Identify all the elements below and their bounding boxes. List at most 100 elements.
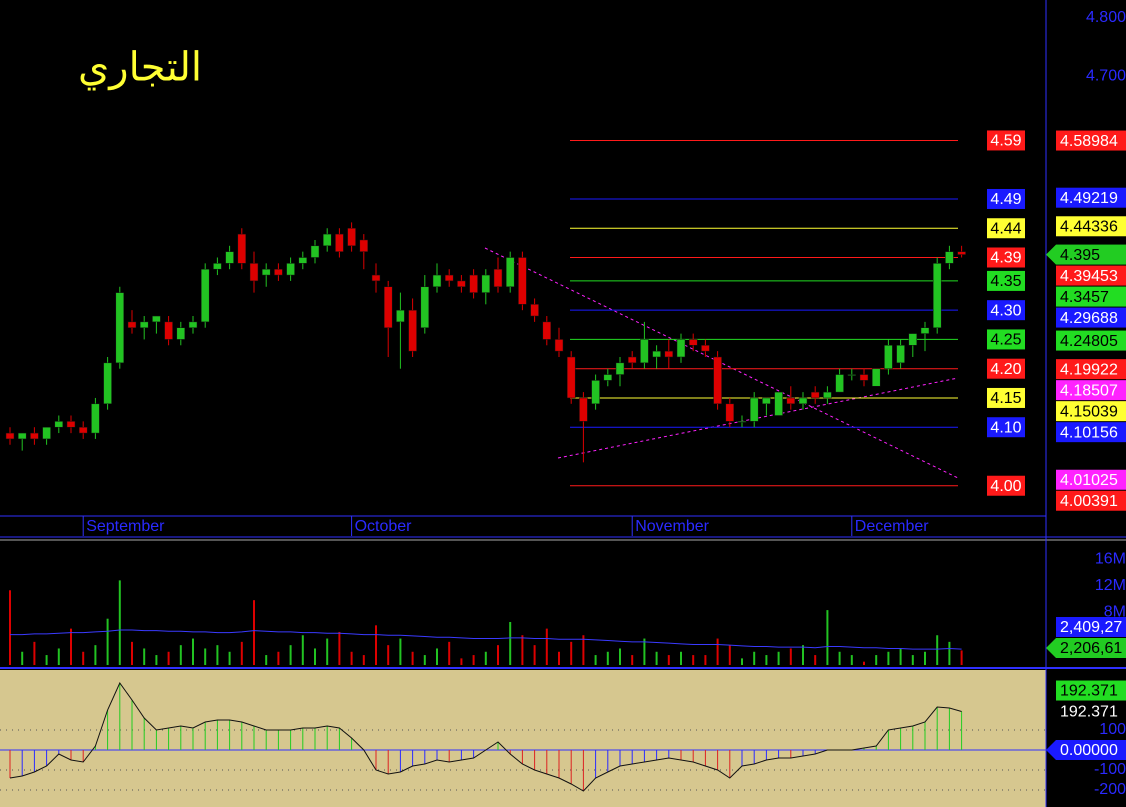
candle-body <box>115 292 125 364</box>
candle-body <box>884 345 893 369</box>
candle-body <box>54 421 64 428</box>
level-label-box <box>987 475 1025 496</box>
level-label: 4.44 <box>990 220 1021 237</box>
candle-body <box>481 274 491 293</box>
candle-body <box>371 274 381 282</box>
y-tick-label: 16M <box>1095 550 1126 567</box>
candle-body <box>810 391 820 399</box>
candle-body <box>261 268 271 276</box>
candle-body <box>42 426 51 440</box>
y-tick-label: 4.700 <box>1086 67 1126 84</box>
candle-body <box>701 345 710 352</box>
price-tag-box <box>1056 286 1126 307</box>
price-tag-label: 4.44336 <box>1060 218 1118 235</box>
y-tick-label: -100 <box>1094 761 1126 778</box>
candle-body <box>274 268 283 276</box>
candle-body <box>835 374 844 393</box>
level-label: 4.15 <box>990 390 1021 407</box>
level-label-box <box>987 247 1025 268</box>
x-tick-label: November <box>635 518 709 535</box>
candle-body <box>103 362 112 405</box>
candle-body <box>200 268 210 323</box>
candle-body <box>188 321 198 328</box>
candle-body <box>383 286 393 328</box>
price-tag-box <box>1056 265 1126 286</box>
candle-body <box>762 397 771 405</box>
price-tag-box <box>1056 490 1126 511</box>
price-tag-label: 4.49219 <box>1060 190 1118 207</box>
candle-body <box>30 432 39 440</box>
candle-body <box>420 286 430 328</box>
candle-body <box>542 321 552 340</box>
trend-line <box>484 247 959 479</box>
price-tag-label: 2,409,27 <box>1060 619 1122 636</box>
price-tag-box <box>1056 187 1126 208</box>
candle-body <box>298 257 308 264</box>
y-tick-label: 100 <box>1099 721 1126 738</box>
price-tag-pointer <box>1046 740 1056 760</box>
y-tick-label: -200 <box>1094 781 1126 798</box>
candle-body <box>823 391 832 399</box>
price-tag-label: 192.371 <box>1060 704 1118 721</box>
candle-body <box>786 397 796 405</box>
level-label: 4.10 <box>990 419 1021 436</box>
price-tag-pointer <box>1046 638 1056 658</box>
candle-body <box>493 268 503 288</box>
candle-body <box>945 251 954 264</box>
price-tag-label: 4.3457 <box>1060 289 1109 306</box>
candle-body <box>627 356 637 364</box>
level-label-box <box>987 358 1025 379</box>
candle-body <box>847 374 857 376</box>
price-tag-box <box>1056 359 1126 380</box>
candle-body <box>66 421 76 428</box>
candle-body <box>396 309 405 323</box>
candle-body <box>408 309 417 352</box>
candle-body <box>457 280 466 288</box>
candle-body <box>152 315 161 323</box>
candle-body <box>579 397 588 422</box>
level-label: 4.39 <box>990 250 1021 267</box>
candle-body <box>725 403 735 422</box>
candle-body <box>920 327 930 334</box>
candle-body <box>310 245 320 258</box>
level-label: 4.20 <box>990 361 1021 378</box>
candle-body <box>908 333 918 346</box>
candle-body <box>176 327 186 340</box>
price-tag-label: 4.10156 <box>1060 424 1118 441</box>
candle-body <box>225 251 234 264</box>
candle-body <box>91 403 100 434</box>
candle-body <box>859 374 869 381</box>
level-label: 4.30 <box>990 302 1021 319</box>
price-tag-box <box>1056 216 1126 237</box>
y-tick-label: 12M <box>1095 577 1126 594</box>
candle-body <box>5 432 15 440</box>
candle-body <box>286 263 295 276</box>
oscillator-background <box>0 670 1046 807</box>
x-tick-label: September <box>86 518 165 535</box>
candle-body <box>713 356 722 405</box>
price-tag-label: 4.01025 <box>1060 472 1118 489</box>
candle-body <box>505 257 515 288</box>
price-tag-box <box>1056 469 1126 490</box>
candle-body <box>164 321 173 340</box>
candle-body <box>17 432 27 440</box>
candle-body <box>664 350 674 358</box>
candle-body <box>737 421 747 423</box>
candle-body <box>603 374 613 381</box>
price-tag-label: 4.29688 <box>1060 310 1118 327</box>
x-tick-label: October <box>355 518 413 535</box>
candle-body <box>896 345 905 364</box>
price-tag-box <box>1056 701 1126 722</box>
volume-average <box>10 629 962 650</box>
level-label-box <box>987 387 1025 408</box>
price-tag-box <box>1056 740 1126 760</box>
candle-body <box>347 227 356 247</box>
candle-body <box>78 426 88 434</box>
price-tag-label: 4.39453 <box>1060 268 1118 285</box>
price-tag-box <box>1056 680 1126 701</box>
candle-body <box>213 263 222 270</box>
price-tag-box <box>1056 401 1126 422</box>
level-label: 4.25 <box>990 332 1021 349</box>
price-tag-pointer <box>1046 244 1056 265</box>
level-label-box <box>987 188 1025 209</box>
